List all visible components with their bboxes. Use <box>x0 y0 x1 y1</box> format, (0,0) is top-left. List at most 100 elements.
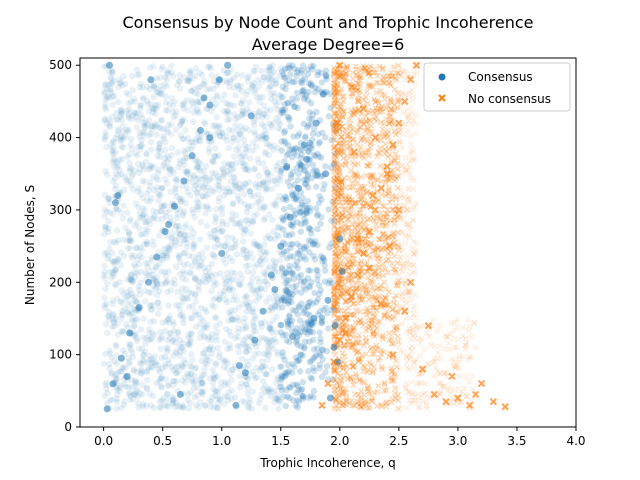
cloud-point-no-consensus <box>384 301 391 308</box>
cloud-point-no-consensus <box>348 231 355 238</box>
cloud-point-no-consensus <box>348 359 355 366</box>
cloud-point-consensus <box>319 346 326 354</box>
cloud-point-no-consensus <box>395 70 402 77</box>
cloud-point-consensus <box>136 225 143 232</box>
cloud-point-no-consensus <box>379 230 387 237</box>
cloud-point-consensus <box>255 109 262 116</box>
cloud-point-no-consensus <box>396 213 403 220</box>
cloud-point-no-consensus <box>374 245 381 252</box>
cloud-point-no-consensus <box>437 391 444 398</box>
cloud-point-no-consensus <box>341 353 348 360</box>
cloud-point-no-consensus <box>340 108 347 115</box>
cloud-point-consensus <box>168 234 176 241</box>
cloud-point-consensus <box>185 331 192 338</box>
cloud-point-no-consensus <box>410 269 417 276</box>
cloud-point-no-consensus <box>354 87 361 94</box>
cloud-point-no-consensus <box>336 251 343 258</box>
cloud-point-consensus <box>301 338 309 345</box>
cloud-point-consensus <box>162 107 170 114</box>
cloud-point-no-consensus <box>332 111 339 118</box>
cloud-point-consensus <box>312 84 319 91</box>
cloud-point-no-consensus <box>334 146 341 153</box>
cloud-point-no-consensus <box>471 319 478 326</box>
cloud-point-consensus <box>126 235 134 243</box>
cloud-point-consensus <box>187 68 194 76</box>
cloud-point-no-consensus <box>354 72 361 79</box>
cloud-point-no-consensus <box>377 286 384 293</box>
cloud-point-no-consensus <box>397 194 404 201</box>
cloud-point-consensus <box>228 234 236 241</box>
cloud-point-consensus <box>113 164 121 171</box>
cloud-point-no-consensus <box>348 203 355 210</box>
cloud-point-no-consensus <box>330 89 338 96</box>
cloud-point-no-consensus <box>380 219 387 226</box>
cloud-point-consensus <box>186 70 194 77</box>
chart-title: Consensus by Node Count and Trophic Inco… <box>122 13 533 32</box>
cloud-point-no-consensus <box>341 321 348 328</box>
cloud-point-consensus <box>307 226 315 233</box>
cloud-point-no-consensus <box>360 133 367 140</box>
data-point-no-consensus <box>353 235 362 243</box>
cloud-point-consensus <box>131 322 138 330</box>
cloud-point-no-consensus <box>368 294 375 301</box>
cloud-point-consensus <box>128 316 136 323</box>
data-point-consensus <box>117 354 125 362</box>
cloud-point-no-consensus <box>399 90 406 97</box>
cloud-point-consensus <box>213 94 221 101</box>
cloud-point-no-consensus <box>468 333 475 340</box>
cloud-point-consensus <box>129 277 137 285</box>
cloud-point-consensus <box>143 240 150 248</box>
cloud-point-consensus <box>142 340 149 347</box>
cloud-point-no-consensus <box>350 261 357 268</box>
data-point-consensus <box>319 90 327 98</box>
cloud-point-consensus <box>175 252 182 259</box>
cloud-point-no-consensus <box>336 140 343 147</box>
cloud-point-no-consensus <box>379 333 386 340</box>
cloud-point-consensus <box>304 71 312 78</box>
cloud-point-consensus <box>144 121 151 129</box>
cloud-point-consensus <box>165 164 173 172</box>
cloud-point-no-consensus <box>465 316 472 323</box>
cloud-point-consensus <box>192 157 199 164</box>
cloud-point-no-consensus <box>330 71 338 78</box>
cloud-point-no-consensus <box>347 211 354 218</box>
cloud-point-consensus <box>212 130 219 138</box>
cloud-point-no-consensus <box>350 363 357 370</box>
cloud-point-no-consensus <box>335 74 342 82</box>
cloud-point-no-consensus <box>331 333 338 340</box>
cloud-point-consensus <box>180 249 187 257</box>
cloud-point-no-consensus <box>404 206 411 213</box>
cloud-point-consensus <box>166 245 173 253</box>
cloud-point-no-consensus <box>397 306 404 313</box>
cloud-point-consensus <box>209 346 217 353</box>
cloud-point-consensus <box>184 76 192 84</box>
cloud-point-consensus <box>179 298 186 306</box>
data-point-no-consensus <box>430 390 438 399</box>
cloud-point-consensus <box>168 121 175 128</box>
cloud-point-consensus <box>277 65 284 72</box>
cloud-point-no-consensus <box>347 252 354 259</box>
cloud-point-consensus <box>103 120 110 127</box>
cloud-point-consensus <box>318 214 325 221</box>
cloud-point-consensus <box>138 370 145 377</box>
cloud-point-consensus <box>246 188 254 195</box>
cloud-point-consensus <box>224 162 232 170</box>
cloud-point-no-consensus <box>444 387 451 394</box>
cloud-point-consensus <box>296 209 304 216</box>
cloud-point-consensus <box>130 391 138 398</box>
cloud-point-consensus <box>163 82 171 90</box>
cloud-point-consensus <box>225 389 232 396</box>
cloud-point-consensus <box>172 339 179 346</box>
cloud-point-consensus <box>261 271 268 278</box>
cloud-point-consensus <box>188 290 195 297</box>
cloud-point-no-consensus <box>365 290 372 297</box>
cloud-point-no-consensus <box>397 187 404 194</box>
cloud-point-no-consensus <box>385 80 392 87</box>
cloud-point-consensus <box>257 285 264 293</box>
cloud-point-consensus <box>187 87 195 95</box>
cloud-point-consensus <box>284 100 292 107</box>
cloud-point-consensus <box>151 120 159 128</box>
cloud-point-consensus <box>243 380 250 388</box>
cloud-point-no-consensus <box>334 218 341 225</box>
cloud-point-no-consensus <box>338 179 345 186</box>
